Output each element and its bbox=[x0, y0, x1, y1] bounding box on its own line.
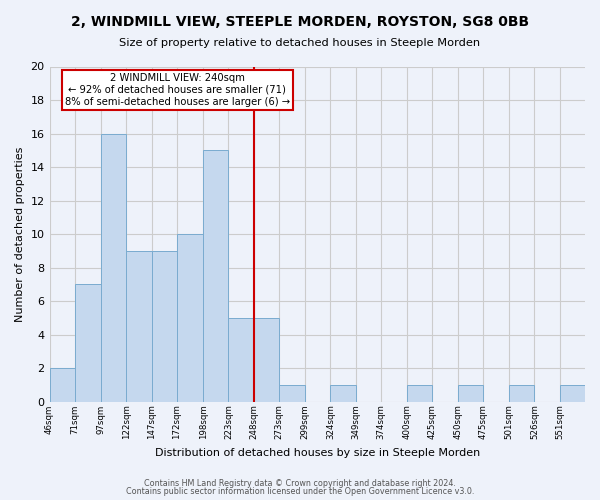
Bar bbox=[101, 134, 127, 402]
X-axis label: Distribution of detached houses by size in Steeple Morden: Distribution of detached houses by size … bbox=[155, 448, 480, 458]
Bar bbox=[407, 385, 433, 402]
Bar bbox=[152, 251, 177, 402]
Bar bbox=[127, 251, 152, 402]
Bar bbox=[254, 318, 279, 402]
Text: Contains HM Land Registry data © Crown copyright and database right 2024.: Contains HM Land Registry data © Crown c… bbox=[144, 478, 456, 488]
Bar bbox=[509, 385, 535, 402]
Y-axis label: Number of detached properties: Number of detached properties bbox=[15, 146, 25, 322]
Bar bbox=[177, 234, 203, 402]
Bar bbox=[560, 385, 585, 402]
Bar bbox=[331, 385, 356, 402]
Text: 2, WINDMILL VIEW, STEEPLE MORDEN, ROYSTON, SG8 0BB: 2, WINDMILL VIEW, STEEPLE MORDEN, ROYSTO… bbox=[71, 15, 529, 29]
Bar bbox=[279, 385, 305, 402]
Text: Size of property relative to detached houses in Steeple Morden: Size of property relative to detached ho… bbox=[119, 38, 481, 48]
Bar bbox=[229, 318, 254, 402]
Bar bbox=[50, 368, 75, 402]
Bar bbox=[75, 284, 101, 402]
Text: 2 WINDMILL VIEW: 240sqm
← 92% of detached houses are smaller (71)
8% of semi-det: 2 WINDMILL VIEW: 240sqm ← 92% of detache… bbox=[65, 74, 290, 106]
Bar bbox=[203, 150, 229, 402]
Bar bbox=[458, 385, 483, 402]
Text: Contains public sector information licensed under the Open Government Licence v3: Contains public sector information licen… bbox=[126, 487, 474, 496]
